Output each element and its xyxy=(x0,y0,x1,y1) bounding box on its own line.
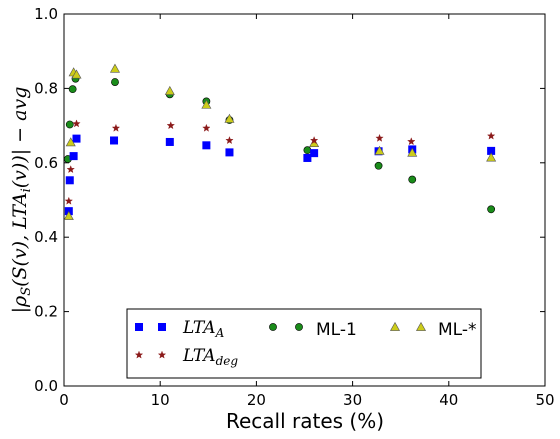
legend-marker-square xyxy=(158,323,166,331)
data-point-triangle xyxy=(71,69,82,79)
y-tick-label: 0.0 xyxy=(34,377,58,395)
data-point-circle xyxy=(487,205,496,214)
data-point-square xyxy=(310,149,319,158)
legend: LTAA LTAdeg ML-1 ML-* xyxy=(126,308,482,379)
data-point-triangle xyxy=(224,113,235,123)
legend-box xyxy=(126,308,482,379)
data-point-square xyxy=(225,148,234,157)
legend-label-ml-1: ML-1 xyxy=(316,320,357,340)
y-tick-label: 1.0 xyxy=(34,5,58,23)
data-point-star xyxy=(66,165,75,174)
data-point-triangle xyxy=(201,99,212,109)
legend-label-lta-deg: LTAdeg xyxy=(182,346,238,368)
legend-label-ml-star: ML-* xyxy=(438,320,476,340)
x-tick-label: 50 xyxy=(535,391,554,409)
data-points xyxy=(63,63,497,220)
data-point-triangle xyxy=(109,63,120,73)
axis-ticks: 0 10 20 30 40 50 0.0 0.2 0.4 0.6 0.8 1.0 xyxy=(34,5,554,409)
data-point-star xyxy=(225,136,234,145)
legend-marker-triangle xyxy=(389,321,401,331)
data-point-star xyxy=(166,121,175,130)
y-tick-label: 0.6 xyxy=(34,154,58,172)
legend-marker-circle xyxy=(269,323,277,331)
data-point-square xyxy=(165,137,174,146)
data-point-triangle xyxy=(309,137,320,147)
y-tick-label: 0.4 xyxy=(34,228,58,246)
data-point-star xyxy=(486,131,496,140)
data-point-circle xyxy=(111,78,119,86)
data-point-circle xyxy=(65,120,74,129)
x-tick-label: 0 xyxy=(59,391,69,409)
y-tick-label: 0.2 xyxy=(34,303,58,321)
data-point-square xyxy=(72,134,81,143)
data-point-triangle xyxy=(65,137,76,147)
x-tick-label: 10 xyxy=(151,391,170,409)
data-point-star xyxy=(407,137,416,146)
data-point-square xyxy=(303,153,312,162)
x-tick-label: 40 xyxy=(439,391,458,409)
legend-marker-star xyxy=(134,350,144,359)
data-point-circle xyxy=(374,161,383,170)
legend-marker-circle xyxy=(295,323,303,331)
data-point-star xyxy=(202,123,211,132)
data-point-star xyxy=(64,196,73,205)
data-point-triangle xyxy=(63,210,74,220)
data-point-circle xyxy=(408,175,417,184)
data-point-star xyxy=(309,136,319,145)
data-point-circle xyxy=(68,85,77,94)
y-axis-label: |ρS(S(v), LTAi(v))| − avg xyxy=(9,87,34,314)
data-point-square xyxy=(65,176,74,185)
data-point-square xyxy=(110,136,119,145)
y-tick-label: 0.8 xyxy=(34,79,58,97)
legend-marker-star xyxy=(157,350,167,359)
data-point-star xyxy=(111,123,121,132)
data-point-triangle xyxy=(164,85,175,95)
data-point-star xyxy=(375,133,384,142)
x-axis-label: Recall rates (%) xyxy=(226,409,384,433)
legend-marker-triangle xyxy=(415,321,427,331)
legend-marker-square xyxy=(135,323,143,331)
data-point-triangle xyxy=(407,147,418,157)
data-point-circle xyxy=(303,146,312,155)
legend-label-lta-a: LTAA xyxy=(182,318,225,340)
data-point-triangle xyxy=(486,152,497,162)
data-point-square xyxy=(69,152,78,161)
x-tick-label: 30 xyxy=(343,391,362,409)
x-tick-label: 20 xyxy=(247,391,266,409)
legend-markers xyxy=(134,321,427,359)
svg-text:|ρS(S(v), LTAi(v))| − avg: |ρS(S(v), LTAi(v))| − avg xyxy=(9,87,34,314)
data-point-triangle xyxy=(374,145,385,155)
data-point-star xyxy=(72,119,81,128)
data-point-square xyxy=(202,141,211,150)
